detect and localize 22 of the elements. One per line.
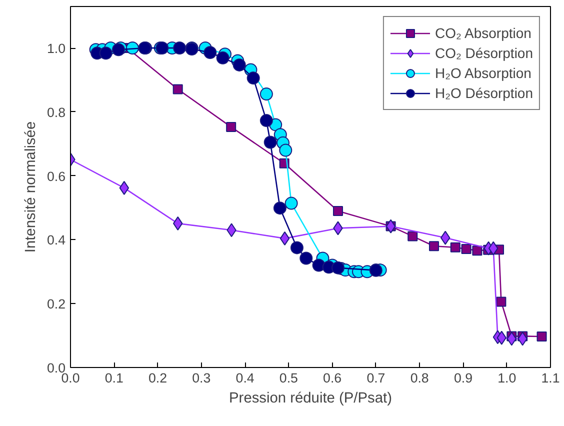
y-tick-label: 0.6 [46,168,66,184]
y-tick-label: 0.2 [46,296,66,312]
legend-label: CO₂ Absorption [434,25,532,41]
x-tick-label: 0.5 [279,370,298,386]
y-tick-label: 0.8 [46,104,66,120]
x-tick-label: 0.3 [192,370,211,386]
y-tick-label: 1.0 [46,41,66,56]
x-tick-label: 0.2 [148,370,168,386]
x-tick-label: 0.7 [366,370,386,386]
legend-label: H₂O Absorption [434,65,532,81]
x-axis-title: Pression réduite (P/Psat) [229,390,392,406]
x-tick-label: 1.0 [498,370,516,386]
x-tick-label: 0.6 [323,370,342,386]
legend-label: CO₂ Désorption [434,45,533,61]
legend-label: H₂O Désorption [434,85,533,101]
x-tick-label: 1.1 [541,370,560,386]
x-tick-label: 0.4 [236,370,255,386]
x-tick-label: 0.1 [104,370,124,386]
x-tick-label: 0.8 [410,370,429,386]
y-tick-label: 0.4 [46,232,66,248]
x-tick-label: 0.9 [454,370,472,386]
y-axis-title: Intensité normalisée [22,121,39,253]
